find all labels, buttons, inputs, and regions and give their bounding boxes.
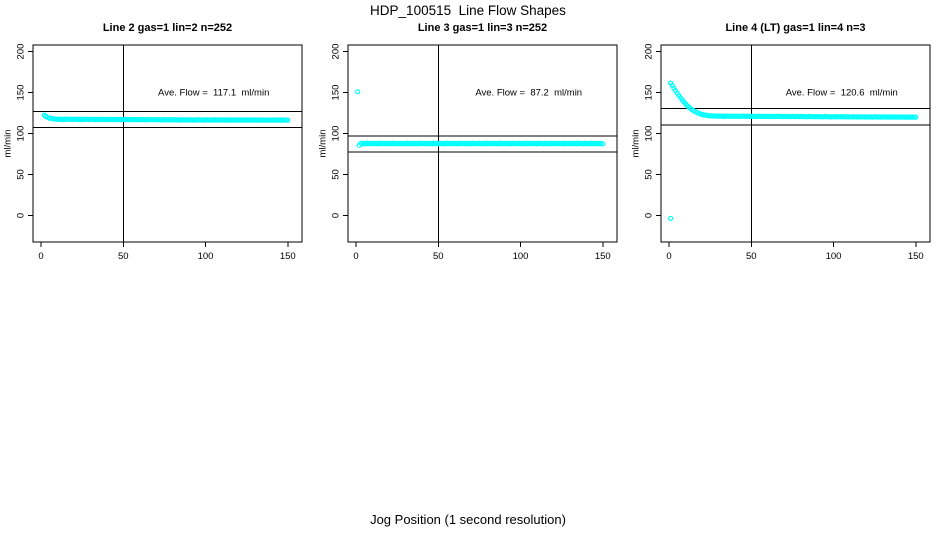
annotation-ave-flow: Ave. Flow = 120.6 ml/min: [786, 88, 898, 99]
data-point: [781, 113, 787, 120]
data-points: [41, 112, 291, 123]
x-tick-label: 150: [908, 251, 924, 262]
annotation-ave-flow: Ave. Flow = 87.2 ml/min: [475, 88, 582, 99]
y-tick-label: 150: [644, 85, 655, 101]
y-tick-label: 150: [16, 85, 27, 101]
y-tick-label: 50: [331, 169, 342, 180]
panel-3: Line 4 (LT) gas=1 lin=4 n=3 0 50 100 150 0 50 1…: [631, 22, 931, 262]
panel-title: Line 2 gas=1 lin=2 n=252: [103, 22, 232, 34]
y-tick-label: 150: [331, 85, 342, 101]
x-tick-label: 150: [280, 251, 296, 262]
data-point: [913, 114, 919, 120]
data-points: [667, 80, 919, 221]
y-tick-label: 0: [16, 213, 27, 218]
x-tick-label: 100: [513, 251, 529, 262]
x-tick-label: 0: [353, 251, 358, 262]
data-point: [857, 114, 863, 120]
y-tick-label: 200: [331, 44, 342, 60]
data-point: [285, 117, 291, 123]
panel-frame: [660, 44, 931, 243]
panel-title: Line 4 (LT) gas=1 lin=4 n=3: [725, 22, 865, 34]
panel-2: Line 3 gas=1 lin=3 n=252 0 50 100 150 0 50 100 1…: [318, 22, 618, 262]
panel-frame: [32, 44, 303, 243]
x-tick-label: 0: [666, 251, 671, 262]
y-tick-label: 100: [16, 126, 27, 142]
x-tick-label: 100: [198, 251, 214, 262]
data-point: [714, 113, 720, 119]
data-points: [355, 89, 606, 148]
figure-xlabel: Jog Position (1 second resolution): [370, 512, 566, 527]
y-tick-label: 200: [16, 44, 27, 60]
y-tick-label: 100: [644, 126, 655, 142]
figure-title: HDP_100515 Line Flow Shapes: [370, 3, 566, 18]
data-point: [600, 141, 606, 147]
x-tick-label: 50: [746, 251, 757, 262]
data-point: [758, 113, 764, 120]
y-tick-label: 0: [331, 213, 342, 218]
x-tick-label: 50: [118, 251, 129, 262]
data-point: [130, 116, 136, 123]
y-tick-label: 50: [644, 169, 655, 180]
panel-frame: [347, 44, 618, 243]
data-point: [262, 117, 268, 123]
data-point: [667, 215, 674, 221]
x-tick-label: 150: [595, 251, 611, 262]
panel-title: Line 3 gas=1 lin=3 n=252: [418, 22, 547, 34]
annotation-ave-flow: Ave. Flow = 117.1 ml/min: [158, 88, 269, 99]
y-tick-label: 200: [644, 44, 655, 60]
data-point: [355, 89, 361, 95]
y-axis-label: ml/min: [3, 130, 14, 158]
data-point: [710, 113, 717, 119]
y-axis-label: ml/min: [318, 130, 329, 158]
y-axis-label: ml/min: [631, 130, 642, 158]
panel-1: Line 2 gas=1 lin=2 n=252 0 50 100 150 0 50 100 1…: [3, 22, 303, 262]
y-tick-label: 100: [331, 126, 342, 142]
y-tick-label: 50: [16, 169, 27, 180]
y-tick-label: 0: [644, 213, 655, 218]
x-tick-label: 0: [38, 251, 43, 262]
x-tick-label: 100: [826, 251, 842, 262]
x-tick-label: 50: [433, 251, 444, 262]
